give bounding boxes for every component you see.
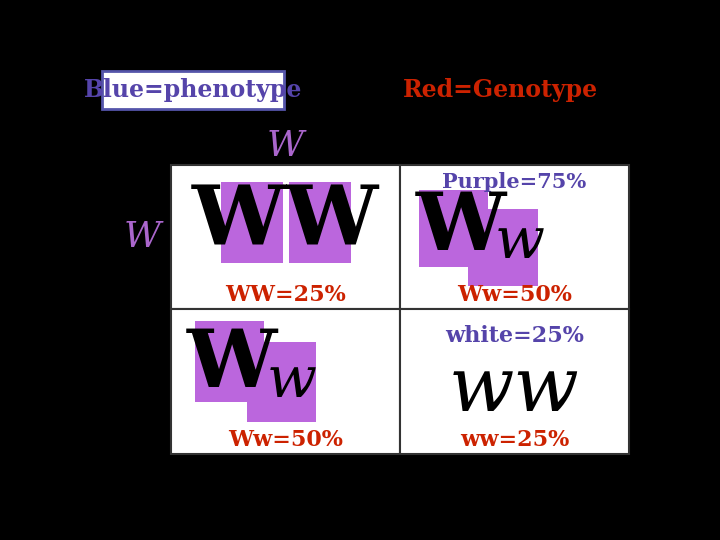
Text: W: W	[124, 220, 161, 254]
Text: W: W	[186, 326, 277, 404]
Bar	[171, 165, 400, 309]
Text: ww=25%: ww=25%	[459, 429, 569, 451]
Text: WW=25%: WW=25%	[225, 285, 346, 306]
Text: w: w	[495, 214, 545, 270]
Text: W: W	[415, 189, 505, 267]
Text: w: w	[501, 130, 527, 161]
Bar	[400, 165, 629, 309]
Text: W: W	[267, 129, 305, 163]
Bar	[248, 342, 315, 422]
Text: Red=Genotype: Red=Genotype	[403, 78, 598, 102]
Bar	[102, 71, 284, 110]
Text: Ww=50%: Ww=50%	[228, 429, 343, 451]
Bar	[289, 182, 351, 262]
Bar	[419, 190, 487, 267]
Bar	[468, 209, 538, 286]
Bar	[400, 309, 629, 454]
Bar	[171, 309, 400, 454]
Text: Ww=50%: Ww=50%	[457, 285, 572, 306]
Text: WW: WW	[192, 182, 379, 262]
Text: Blue=phenotype: Blue=phenotype	[84, 78, 302, 102]
Text: w: w	[130, 366, 156, 397]
Bar	[220, 182, 282, 262]
Bar	[194, 321, 264, 402]
Text: white=25%: white=25%	[445, 325, 584, 347]
Text: w: w	[266, 353, 317, 409]
Text: ww: ww	[449, 353, 580, 427]
Text: Purple=75%: Purple=75%	[442, 172, 586, 192]
